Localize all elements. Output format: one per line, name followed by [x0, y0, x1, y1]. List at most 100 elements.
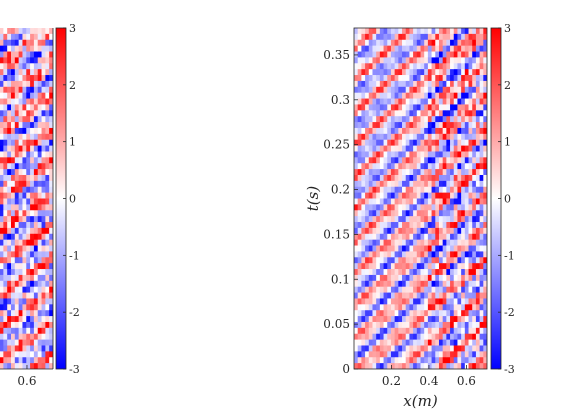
heatmap-cell: [457, 321, 462, 329]
heatmap-cell: [379, 251, 384, 258]
heatmap-cell: [22, 263, 27, 270]
heatmap-cell: [450, 216, 455, 223]
heatmap-cell: [427, 69, 432, 76]
heatmap-cell: [11, 98, 16, 105]
heatmap-cell: [420, 157, 425, 164]
heatmap-cell: [398, 227, 403, 235]
heatmap-cell: [49, 133, 53, 141]
heatmap-cell: [468, 351, 473, 358]
heatmap-cell: [379, 139, 384, 146]
heatmap-cell: [383, 304, 388, 311]
heatmap-cell: [453, 116, 458, 123]
heatmap-cell: [431, 86, 436, 94]
heatmap-cell: [398, 174, 403, 182]
heatmap-cell: [11, 245, 16, 252]
heatmap-cell: [357, 69, 362, 76]
heatmap-cell: [22, 92, 27, 99]
heatmap-cell: [479, 33, 484, 41]
heatmap-cell: [45, 327, 50, 335]
heatmap-cell: [468, 239, 473, 246]
heatmap-cell: [416, 333, 421, 340]
heatmap-cell: [483, 186, 487, 194]
heatmap-cell: [361, 122, 366, 129]
heatmap-cell: [390, 63, 396, 70]
heatmap-cell: [365, 251, 370, 258]
heatmap-cell: [365, 333, 370, 340]
heatmap-cell: [383, 204, 388, 211]
heatmap-cell: [453, 110, 458, 117]
heatmap-cell: [431, 222, 436, 229]
heatmap-cell: [483, 139, 487, 146]
heatmap-cell: [45, 57, 50, 64]
heatmap-cell: [398, 116, 403, 123]
heatmap-cell: [435, 51, 440, 58]
heatmap-cell: [483, 286, 487, 293]
heatmap-cell: [33, 116, 39, 123]
heatmap-cell: [453, 139, 458, 146]
heatmap-cell: [394, 351, 399, 358]
heatmap-cell: [387, 239, 392, 246]
heatmap-cell: [45, 227, 50, 235]
heatmap-cell: [394, 69, 399, 76]
heatmap-cell: [354, 310, 359, 317]
heatmap-cell: [472, 151, 477, 158]
heatmap-cell: [464, 86, 469, 94]
heatmap-cell: [479, 239, 484, 246]
heatmap-cell: [0, 351, 4, 358]
heatmap-cell: [387, 316, 392, 323]
heatmap-cell: [394, 198, 399, 205]
heatmap-cell: [464, 151, 469, 158]
heatmap-cell: [390, 239, 396, 246]
heatmap-cell: [464, 186, 469, 194]
heatmap-cell: [22, 321, 27, 329]
heatmap-cell: [464, 233, 469, 241]
heatmap-cell: [33, 139, 39, 146]
heatmap-cell: [18, 292, 23, 299]
heatmap-cell: [394, 363, 399, 369]
heatmap-cell: [387, 57, 392, 64]
heatmap-cell: [409, 216, 414, 223]
heatmap-cell: [435, 57, 440, 64]
heatmap-cell: [394, 127, 399, 135]
heatmap-cell: [41, 122, 46, 129]
heatmap-cell: [402, 104, 407, 111]
heatmap-cell: [475, 280, 481, 288]
heatmap-cell: [409, 274, 414, 282]
heatmap-cell: [368, 151, 373, 158]
heatmap-cell: [11, 227, 16, 235]
heatmap-cell: [413, 39, 418, 47]
heatmap-cell: [427, 351, 432, 358]
heatmap-cell: [483, 351, 487, 358]
heatmap-cell: [357, 186, 362, 194]
heatmap-cell: [435, 151, 440, 158]
heatmap-cell: [450, 57, 455, 64]
heatmap-cell: [37, 104, 42, 111]
heatmap-cell: [7, 304, 12, 311]
heatmap-cell: [390, 274, 396, 282]
heatmap-cell: [376, 174, 381, 182]
heatmap-cell: [3, 51, 8, 58]
heatmap-cell: [427, 251, 432, 258]
heatmap-cell: [394, 139, 399, 146]
heatmap-cell: [431, 233, 436, 241]
heatmap-cell: [0, 274, 4, 282]
heatmap-cell: [37, 222, 42, 229]
heatmap-cell: [18, 333, 23, 340]
heatmap-cell: [475, 216, 481, 223]
heatmap-cell: [49, 321, 53, 329]
heatmap-cell: [461, 139, 466, 146]
heatmap-cell: [461, 363, 466, 369]
heatmap-cell: [37, 357, 42, 364]
heatmap-cell: [442, 222, 447, 229]
heatmap-cell: [376, 222, 381, 229]
heatmap-cell: [26, 63, 31, 70]
heatmap-cell: [357, 216, 362, 223]
heatmap-cell: [14, 245, 20, 252]
heatmap-cell: [394, 298, 399, 305]
heatmap-cell: [7, 110, 12, 117]
heatmap-cell: [390, 104, 396, 111]
heatmap-cell: [37, 80, 42, 88]
heatmap-cell: [427, 239, 432, 246]
heatmap-cell: [30, 304, 35, 311]
heatmap-cell: [464, 210, 469, 217]
